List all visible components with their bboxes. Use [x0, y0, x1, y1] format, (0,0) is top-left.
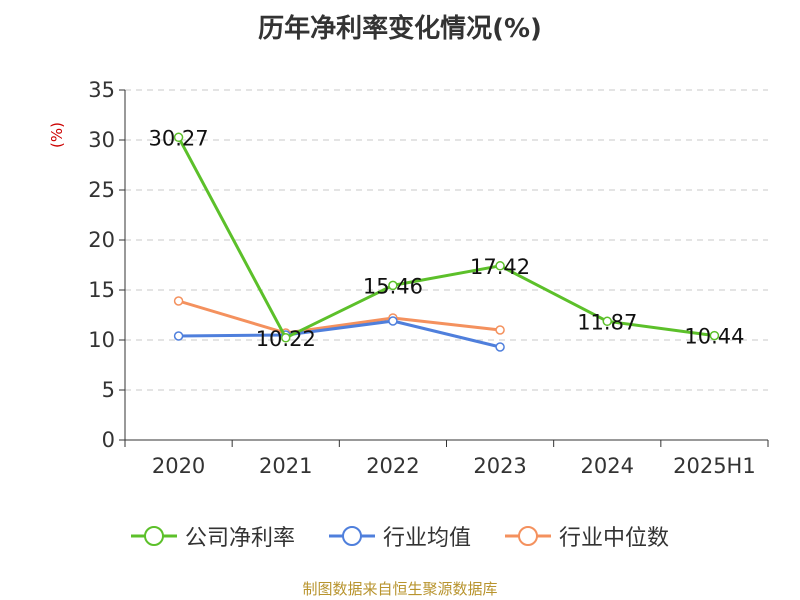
data-point	[173, 132, 184, 143]
y-tick-label: 15	[88, 278, 115, 302]
x-tick-label: 2020	[152, 454, 205, 478]
x-tick-label: 2022	[366, 454, 419, 478]
data-point	[388, 316, 398, 326]
data-point	[388, 280, 398, 291]
data-point	[495, 261, 505, 271]
series-line	[177, 136, 715, 340]
series-line	[178, 319, 501, 349]
data-point	[495, 325, 505, 335]
x-tick-label: 2025H1	[673, 454, 756, 478]
chart-title: 历年净利率变化情况(%)	[258, 14, 542, 44]
series-line	[178, 299, 501, 335]
y-tick-label: 20	[88, 228, 115, 252]
data-label: 10.22	[256, 327, 316, 351]
y-tick-label: 25	[88, 178, 115, 202]
data-point	[173, 296, 184, 306]
data-point	[495, 342, 505, 352]
data-point	[173, 331, 184, 341]
data-label: 10.44	[684, 325, 744, 349]
legend-label: 行业均值	[382, 526, 471, 551]
legend-label: 公司净利率	[184, 526, 295, 551]
y-tick-label: 0	[102, 428, 115, 452]
legend-symbol	[328, 526, 375, 546]
x-tick-label: 2023	[473, 454, 526, 478]
legend-item: 公司净利率	[130, 520, 295, 552]
legend-symbol	[130, 526, 177, 546]
legend: 公司净利率 行业均值 行业中位数	[0, 520, 800, 552]
y-tick-label: 10	[88, 328, 115, 352]
x-tick-label: 2021	[259, 454, 312, 478]
data-point	[602, 316, 612, 327]
legend-item: 行业中位数	[505, 520, 669, 552]
line-chart: 0 5 10 15 20 25 30 35 2020 2021 2022 2023 2024 2025H1…	[88, 78, 769, 478]
legend-item: 行业均值	[328, 520, 471, 552]
legend-symbol	[505, 526, 551, 546]
x-tick-label: 2024	[581, 454, 634, 478]
y-tick-label: 5	[102, 378, 115, 402]
data-label: 30.27	[149, 126, 209, 150]
y-tick-label: 35	[88, 78, 115, 102]
data-label: 11.87	[577, 310, 637, 334]
data-point	[709, 330, 720, 341]
data-label: 15.46	[363, 274, 423, 298]
legend-label: 行业中位数	[559, 526, 670, 551]
data-label: 17.42	[470, 255, 530, 279]
source-note: 制图数据来自恒生聚源数据库	[302, 580, 498, 598]
y-tick-label: 30	[88, 128, 115, 152]
data-point	[281, 333, 291, 343]
